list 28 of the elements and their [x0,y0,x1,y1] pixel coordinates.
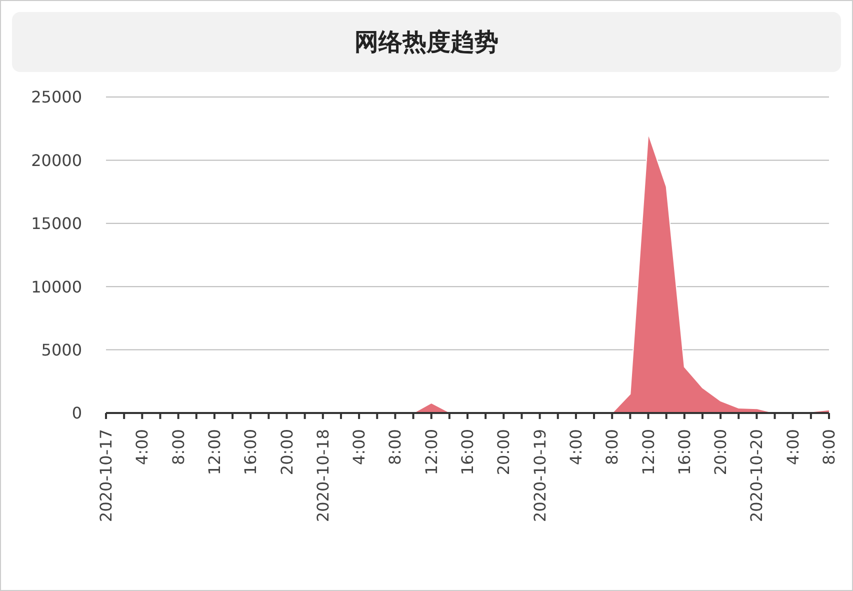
x-tick-label: 8:00 [820,429,838,465]
y-tick-label: 20000 [31,150,82,170]
x-tick-label: 12:00 [204,429,224,476]
x-tick-label: 20:00 [711,429,730,476]
x-tick-label: 4:00 [566,429,586,465]
x-tick-label: 8:00 [602,429,622,465]
chart-title: 网络热度趋势 [12,12,841,72]
x-tick-label: 2020-10-19 [530,429,550,522]
x-tick-label: 20:00 [494,429,514,476]
x-tick-label: 12:00 [422,429,441,476]
x-tick-label: 4:00 [132,429,152,465]
y-tick-label: 10000 [31,277,82,296]
x-tick-label: 8:00 [168,429,188,465]
y-tick-label: 0 [72,404,82,423]
x-tick-label: 16:00 [241,429,260,476]
x-tick-label: 8:00 [386,429,405,465]
x-tick-label: 20:00 [277,429,296,476]
x-tick-label: 12:00 [638,429,658,476]
y-tick-label: 15000 [31,214,82,234]
x-tick-label: 16:00 [458,429,477,476]
x-tick-label: 2020-10-18 [313,429,332,522]
x-tick-label: 2020-10-17 [96,429,116,522]
x-tick-label: 4:00 [783,429,802,465]
x-tick-label: 4:00 [350,429,369,465]
y-tick-label: 25000 [31,88,82,107]
x-tick-label: 16:00 [674,429,694,476]
y-tick-label: 5000 [41,340,82,360]
x-tick-label: 2020-10-20 [747,429,766,522]
